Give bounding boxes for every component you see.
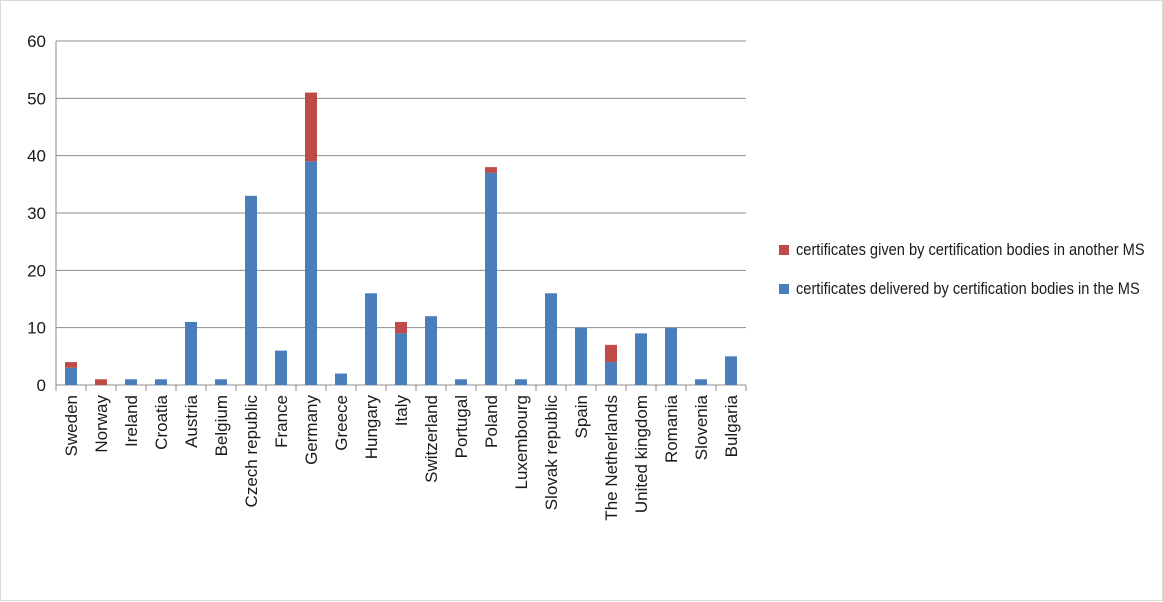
x-tick-label: Greece [332,395,351,451]
bar-in-ms [275,350,287,385]
x-tick-label: Ireland [122,395,141,447]
x-tick-label: Croatia [152,394,171,449]
y-tick-label: 20 [27,261,46,280]
legend-label-another-ms: certificates given by certification bodi… [796,240,1145,259]
legend: certificates given by certification bodi… [779,235,1163,313]
bar-in-ms [425,316,437,385]
x-tick-label: Austria [182,394,201,447]
x-tick-label: Portugal [452,395,471,458]
legend-swatch-another-ms [779,245,789,255]
x-tick-label: Czech republic [242,395,261,508]
legend-item-in-ms: certificates delivered by certification … [779,274,1163,303]
y-tick-label: 30 [27,204,46,223]
bar-in-ms [215,379,227,385]
bar-in-ms [245,195,257,385]
x-tick-label: Hungary [362,395,381,460]
bar-in-ms [335,373,347,385]
bar-in-ms [695,379,707,385]
x-tick-label: Spain [572,395,591,438]
x-tick-label: Slovak republic [542,395,561,511]
bar-in-ms [605,362,617,385]
bar-in-ms [65,367,77,385]
bar-in-ms [485,172,497,385]
y-tick-label: 0 [37,376,46,395]
bar-another-ms [305,92,317,162]
legend-swatch-in-ms [779,284,789,294]
bar-in-ms [365,293,377,385]
bar-another-ms [95,379,107,385]
bar-in-ms [635,333,647,385]
bar-in-ms [455,379,467,385]
bar-in-ms [305,161,317,385]
bar-another-ms [485,167,497,173]
bar-in-ms [395,333,407,385]
x-tick-label: Germany [302,395,321,465]
x-tick-label: Poland [482,395,501,448]
y-tick-label: 50 [27,89,46,108]
bar-another-ms [395,321,407,334]
x-tick-label: Sweden [62,395,81,456]
y-tick-label: 40 [27,147,46,166]
bar-in-ms [155,379,167,385]
bar-in-ms [665,327,677,385]
bar-in-ms [725,356,737,385]
legend-item-another-ms: certificates given by certification bodi… [779,235,1163,264]
x-tick-label: Switzerland [422,395,441,483]
legend-label-in-ms: certificates delivered by certification … [796,279,1140,298]
x-tick-label: Italy [392,395,411,427]
bar-in-ms [125,379,137,385]
x-tick-label: Romania [662,394,681,463]
x-tick-label: France [272,395,291,448]
bar-in-ms [515,379,527,385]
bar-in-ms [575,327,587,385]
y-tick-label: 60 [27,32,46,51]
x-tick-label: Norway [92,395,111,453]
y-tick-label: 10 [27,319,46,338]
bar-another-ms [605,344,617,363]
x-tick-label: Belgium [212,395,231,456]
bar-another-ms [65,362,77,368]
x-tick-label: The Netherlands [602,395,621,521]
x-tick-label: Bulgaria [722,394,741,457]
x-tick-label: Luxembourg [512,395,531,490]
x-tick-label: Slovenia [692,394,711,460]
bar-in-ms [545,293,557,385]
x-tick-label: United kingdom [632,395,651,513]
bar-in-ms [185,321,197,385]
